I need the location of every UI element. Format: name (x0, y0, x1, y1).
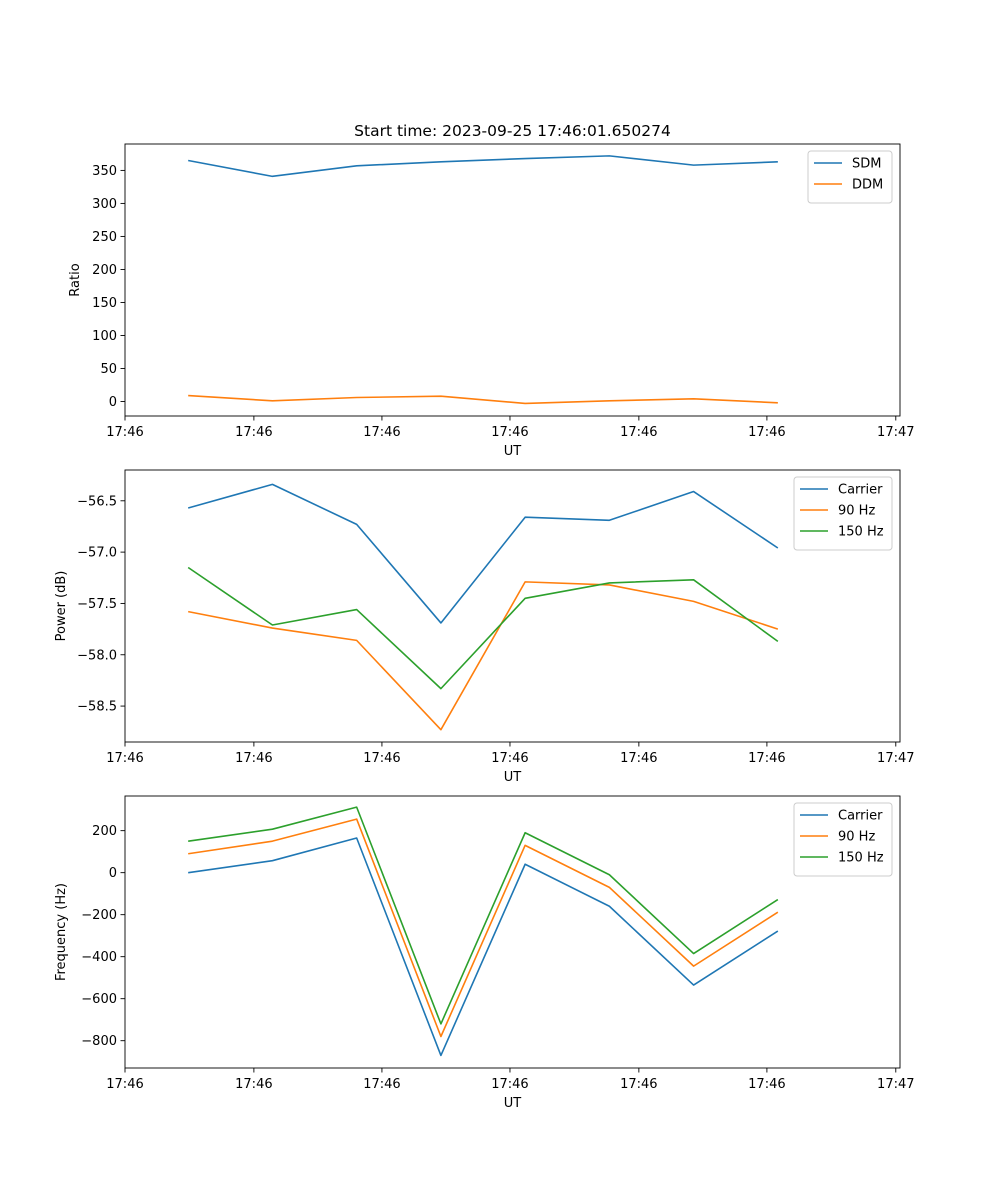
series-line-150-hz (188, 806, 779, 1025)
subplot-2: 17:46 17:46 17:46 17:46 17:46 17:46 17:47 −58.5… (54, 469, 915, 785)
y-tick-label: −58.5 (77, 700, 117, 715)
y-axis-label: Ratio (68, 263, 83, 296)
x-axis-label: UT (504, 770, 522, 785)
y-tick-label: −800 (81, 1034, 117, 1049)
axes-frame (124, 795, 901, 1069)
series-line-carrier (188, 837, 779, 1057)
y-tick-label: 100 (92, 329, 117, 344)
legend-label: 150 Hz (838, 851, 884, 866)
y-tick-label: 200 (92, 824, 117, 839)
x-tick-label: 17:46 (748, 425, 785, 440)
y-tick-label: 200 (92, 263, 117, 278)
plot-area (125, 796, 900, 1068)
x-tick-label: 17:46 (748, 1077, 785, 1092)
legend-label: Carrier (838, 483, 883, 498)
y-tick-label: −57.0 (77, 546, 117, 561)
y-tick-label: 300 (92, 197, 117, 212)
y-tick-label: −200 (81, 908, 117, 923)
plot-area (125, 144, 900, 416)
legend-label: DDM (852, 178, 883, 193)
x-tick-label: 17:46 (235, 425, 272, 440)
legend-label: 90 Hz (838, 830, 875, 845)
series-line-carrier (187, 483, 779, 624)
series-line-150-hz (187, 566, 779, 690)
y-tick-label: 0 (109, 395, 117, 410)
x-tick-label: 17:47 (877, 1077, 914, 1092)
y-tick-label: −600 (81, 992, 117, 1007)
y-axis-label: Power (dB) (54, 571, 69, 642)
plot-area (125, 470, 900, 742)
subplot-3: 17:46 17:46 17:46 17:46 17:46 17:46 17:47 −800 −… (54, 795, 915, 1111)
legend-label: 150 Hz (838, 525, 884, 540)
x-tick-label: 17:46 (363, 751, 400, 766)
x-tick-label: 17:46 (491, 425, 528, 440)
x-tick-label: 17:46 (363, 1077, 400, 1092)
y-tick-label: 0 (109, 866, 117, 881)
chart-title: Start time: 2023-09-25 17:46:01.650274 (354, 122, 671, 140)
x-tick-label: 17:46 (491, 1077, 528, 1092)
y-tick-label: −58.0 (77, 648, 117, 663)
x-tick-label: 17:46 (106, 1077, 143, 1092)
x-tick-label: 17:46 (106, 751, 143, 766)
x-tick-label: 17:46 (235, 1077, 272, 1092)
x-axis-label: UT (504, 1096, 522, 1111)
series-line-90-hz (188, 818, 779, 1038)
x-tick-label: 17:46 (363, 425, 400, 440)
y-tick-label: −57.5 (77, 597, 117, 612)
x-tick-label: 17:47 (877, 425, 914, 440)
x-tick-label: 17:46 (748, 751, 785, 766)
legend-label: SDM (852, 157, 881, 172)
x-axis-label: UT (504, 444, 522, 459)
x-tick-label: 17:47 (877, 751, 914, 766)
axes-frame (124, 143, 901, 417)
x-tick-label: 17:46 (235, 751, 272, 766)
x-tick-label: 17:46 (620, 425, 657, 440)
x-tick-label: 17:46 (106, 425, 143, 440)
y-axis-label: Frequency (Hz) (54, 883, 69, 981)
series-line-90-hz (188, 581, 779, 731)
legend-label: Carrier (838, 809, 883, 824)
y-tick-label: 350 (92, 164, 117, 179)
x-tick-label: 17:46 (620, 751, 657, 766)
legend: Carrier 90 Hz 150 Hz (793, 476, 893, 551)
legend-box (807, 150, 893, 204)
legend: SDM DDM (807, 150, 893, 204)
y-tick-label: −56.5 (77, 494, 117, 509)
y-tick-label: 150 (92, 296, 117, 311)
subplot-1: 17:46 17:46 17:46 17:46 17:46 17:46 17:47 0 50 10… (68, 122, 915, 459)
x-tick-label: 17:46 (620, 1077, 657, 1092)
legend-label: 90 Hz (838, 504, 875, 519)
series-line-ddm (188, 394, 778, 405)
y-tick-label: −400 (81, 950, 117, 965)
x-tick-label: 17:46 (491, 751, 528, 766)
y-tick-label: 50 (100, 362, 117, 377)
y-tick-label: 250 (92, 230, 117, 245)
series-line-sdm (188, 155, 778, 178)
axes-frame (124, 469, 901, 743)
legend: Carrier 90 Hz 150 Hz (793, 802, 893, 877)
